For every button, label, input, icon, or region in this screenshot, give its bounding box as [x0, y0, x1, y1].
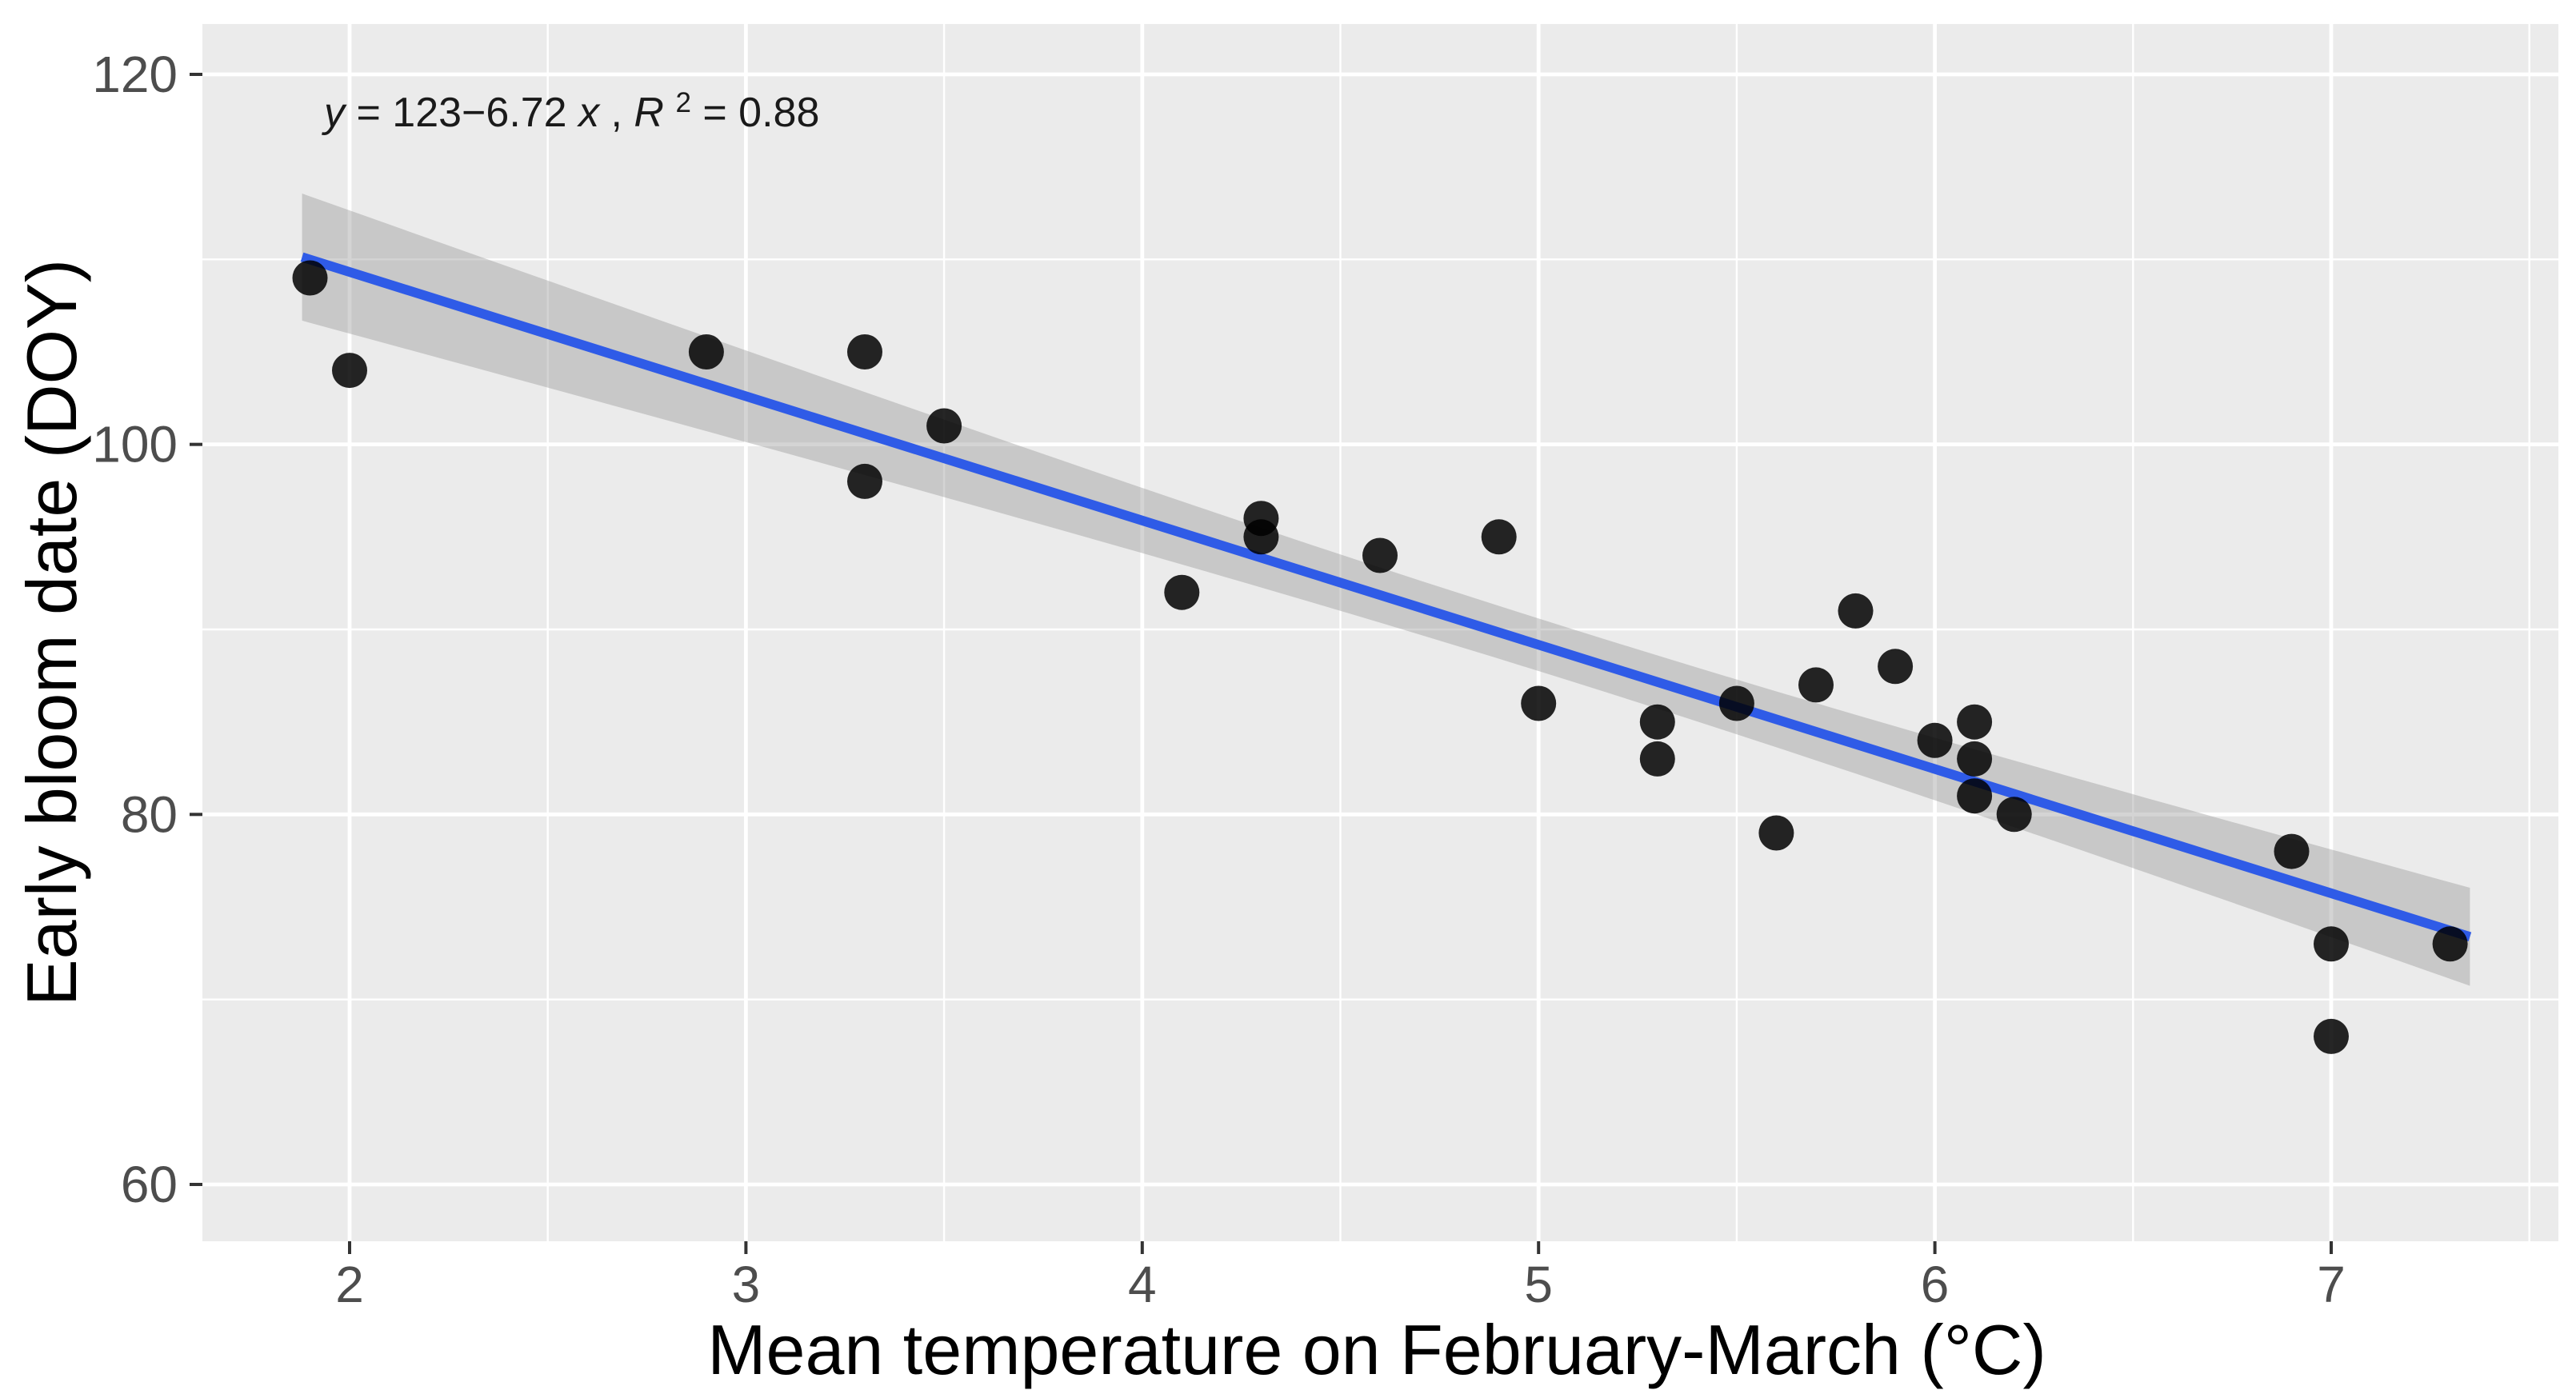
- data-point: [1481, 519, 1517, 555]
- data-point: [847, 334, 882, 369]
- data-point: [1758, 815, 1794, 851]
- x-axis-tick-label: 3: [732, 1256, 761, 1313]
- data-point: [1838, 593, 1874, 629]
- x-axis-tick-label: 5: [1524, 1256, 1553, 1313]
- regression-line: [300, 252, 2472, 942]
- data-point: [1957, 778, 1993, 814]
- data-point: [1917, 722, 1953, 758]
- x-axis-tick-label: 7: [2317, 1256, 2346, 1313]
- data-point: [1243, 519, 1279, 555]
- data-point: [1639, 741, 1675, 777]
- gridline-layer: [202, 24, 2558, 1241]
- axis-ticks-layer: 2 3 4 5 6 7 60 80 100 120: [92, 46, 2346, 1313]
- data-point: [847, 463, 882, 499]
- equation-annotation: y = 123−6.72 x , R 2 = 0.88: [322, 75, 819, 136]
- x-axis-tick-label: 4: [1128, 1256, 1157, 1313]
- data-point: [1639, 704, 1675, 740]
- data-point: [1362, 537, 1398, 573]
- data-point: [1798, 667, 1834, 703]
- equation-mid-text: = 123−6.72: [356, 90, 578, 136]
- x-axis-title: Mean temperature on February-March (°C): [707, 1310, 2046, 1389]
- data-point: [1718, 685, 1754, 721]
- y-axis-tick-label: 60: [121, 1156, 178, 1213]
- y-axis-tick-label: 80: [121, 785, 178, 843]
- data-point: [1521, 685, 1557, 721]
- data-point: [2274, 833, 2310, 869]
- x-axis-tick-label: 6: [1921, 1256, 1950, 1313]
- data-point: [1878, 649, 1914, 685]
- equation-y-symbol: y: [322, 90, 347, 136]
- data-point: [2314, 926, 2349, 962]
- data-point: [688, 334, 724, 369]
- confidence-band: [302, 194, 2470, 986]
- data-point: [1996, 797, 2032, 833]
- data-point: [2432, 926, 2468, 962]
- y-axis-title: Early bloom date (DOY): [12, 259, 91, 1006]
- data-point: [1164, 574, 1200, 610]
- regression-line-layer: [300, 252, 2472, 942]
- plot-panel-layer: [202, 24, 2558, 1241]
- data-point: [1957, 704, 1993, 740]
- data-point: [926, 408, 962, 444]
- confidence-band-layer: [302, 194, 2470, 986]
- y-axis-tick-label: 120: [92, 46, 178, 103]
- equation-comma: ,: [611, 90, 634, 136]
- plot-panel-background: [202, 24, 2558, 1241]
- data-point: [2314, 1018, 2349, 1054]
- equation-x-symbol: x: [576, 90, 601, 136]
- equation-r2-value: = 0.88: [702, 90, 819, 136]
- data-point: [332, 353, 367, 389]
- equation-r-superscript: 2: [675, 87, 690, 118]
- data-point: [1957, 741, 1993, 777]
- data-point: [292, 260, 328, 296]
- x-axis-tick-label: 2: [335, 1256, 364, 1313]
- equation-r-symbol: R: [634, 90, 664, 136]
- y-axis-tick-label: 100: [92, 416, 178, 473]
- data-points-layer: [292, 260, 2468, 1054]
